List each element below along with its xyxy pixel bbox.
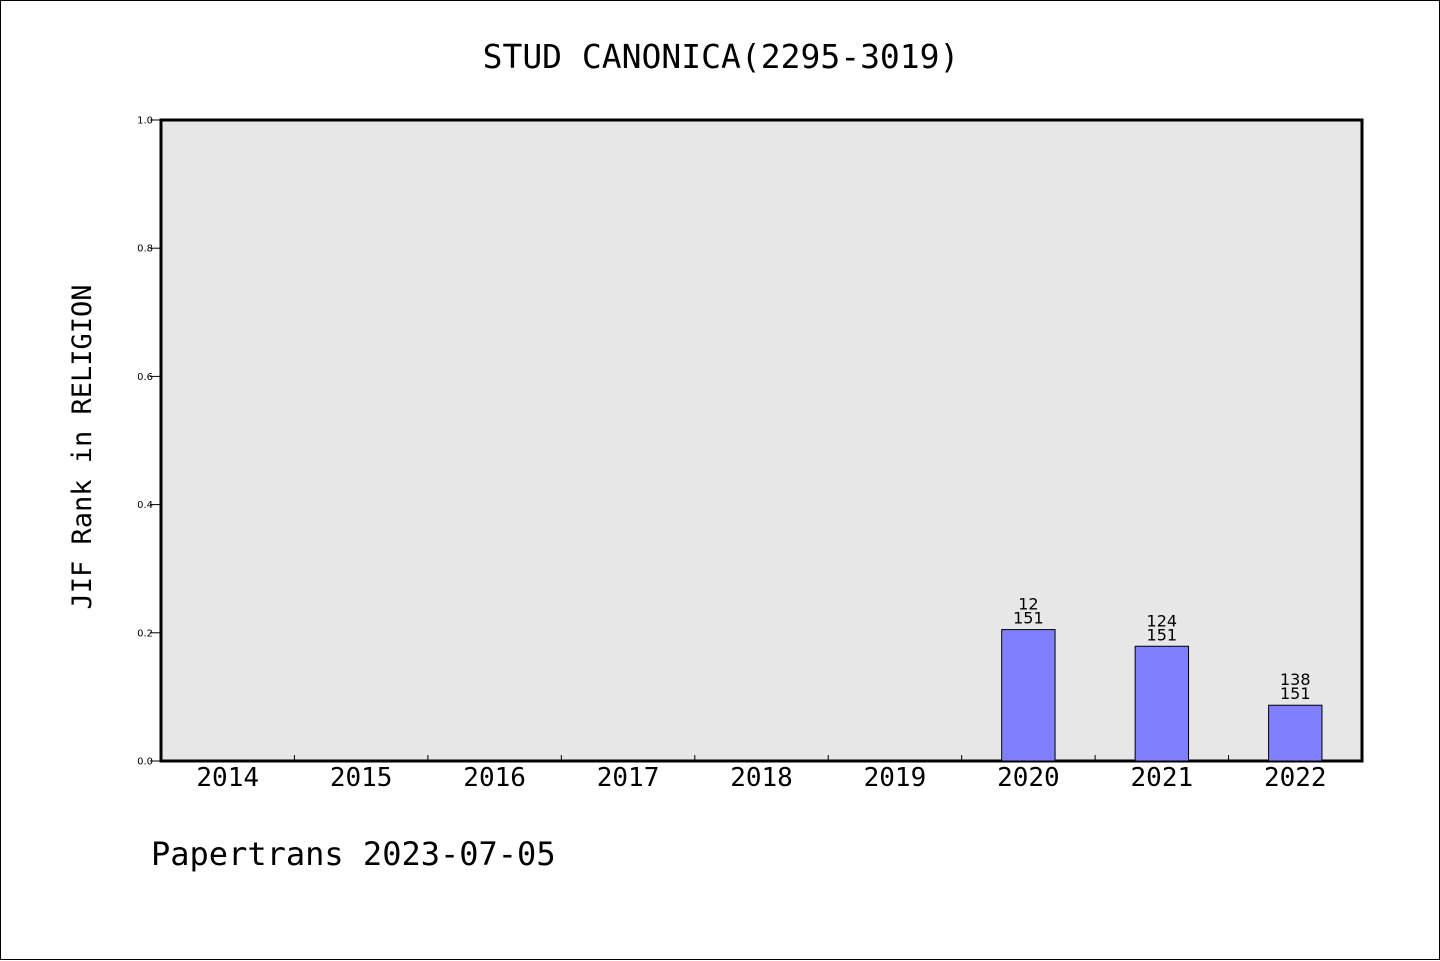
x-tick-label: 2018 <box>730 763 793 793</box>
y-tick-label: 0.2 <box>137 628 153 639</box>
x-tick-label: 2015 <box>330 763 393 793</box>
bar-2020 <box>1001 629 1056 762</box>
chart-title: STUD CANONICA(2295-3019) <box>483 37 960 76</box>
bar-label-rank: 124 <box>1147 611 1178 630</box>
bar-label-rank: 138 <box>1280 670 1311 689</box>
x-axis-ticks: 2014 2015 2016 2017 2018 2019 2020 2021 2022 <box>196 755 1327 793</box>
bar-label-total: 151 <box>1147 625 1178 644</box>
bar-label-total: 151 <box>1013 609 1044 628</box>
x-tick-label: 2016 <box>463 763 526 793</box>
y-axis-label: JIF Rank in RELIGION <box>67 284 98 609</box>
bars <box>1001 629 1323 762</box>
bar-2022 <box>1268 704 1323 762</box>
x-tick-label: 2019 <box>864 763 927 793</box>
x-tick-label: 2022 <box>1264 763 1327 793</box>
y-tick-label: 0.4 <box>137 500 153 511</box>
y-tick-label: 0.8 <box>137 244 153 255</box>
x-tick-label: 2021 <box>1131 763 1194 793</box>
x-tick-label: 2014 <box>196 763 259 793</box>
bar-label-total: 151 <box>1280 684 1311 703</box>
footer-credit: Papertrans 2023-07-05 <box>151 835 556 873</box>
x-tick-label: 2017 <box>597 763 660 793</box>
y-tick-label: 0.0 <box>137 757 153 768</box>
bar-label-rank: 12 <box>1018 595 1038 614</box>
bar-2021 <box>1134 645 1190 762</box>
y-tick-label: 0.6 <box>137 372 153 383</box>
x-tick-label: 2020 <box>997 763 1060 793</box>
y-axis-ticks: 0.0 0.2 0.4 0.6 0.8 1.0 <box>137 116 161 768</box>
y-tick-label: 1.0 <box>137 116 153 127</box>
